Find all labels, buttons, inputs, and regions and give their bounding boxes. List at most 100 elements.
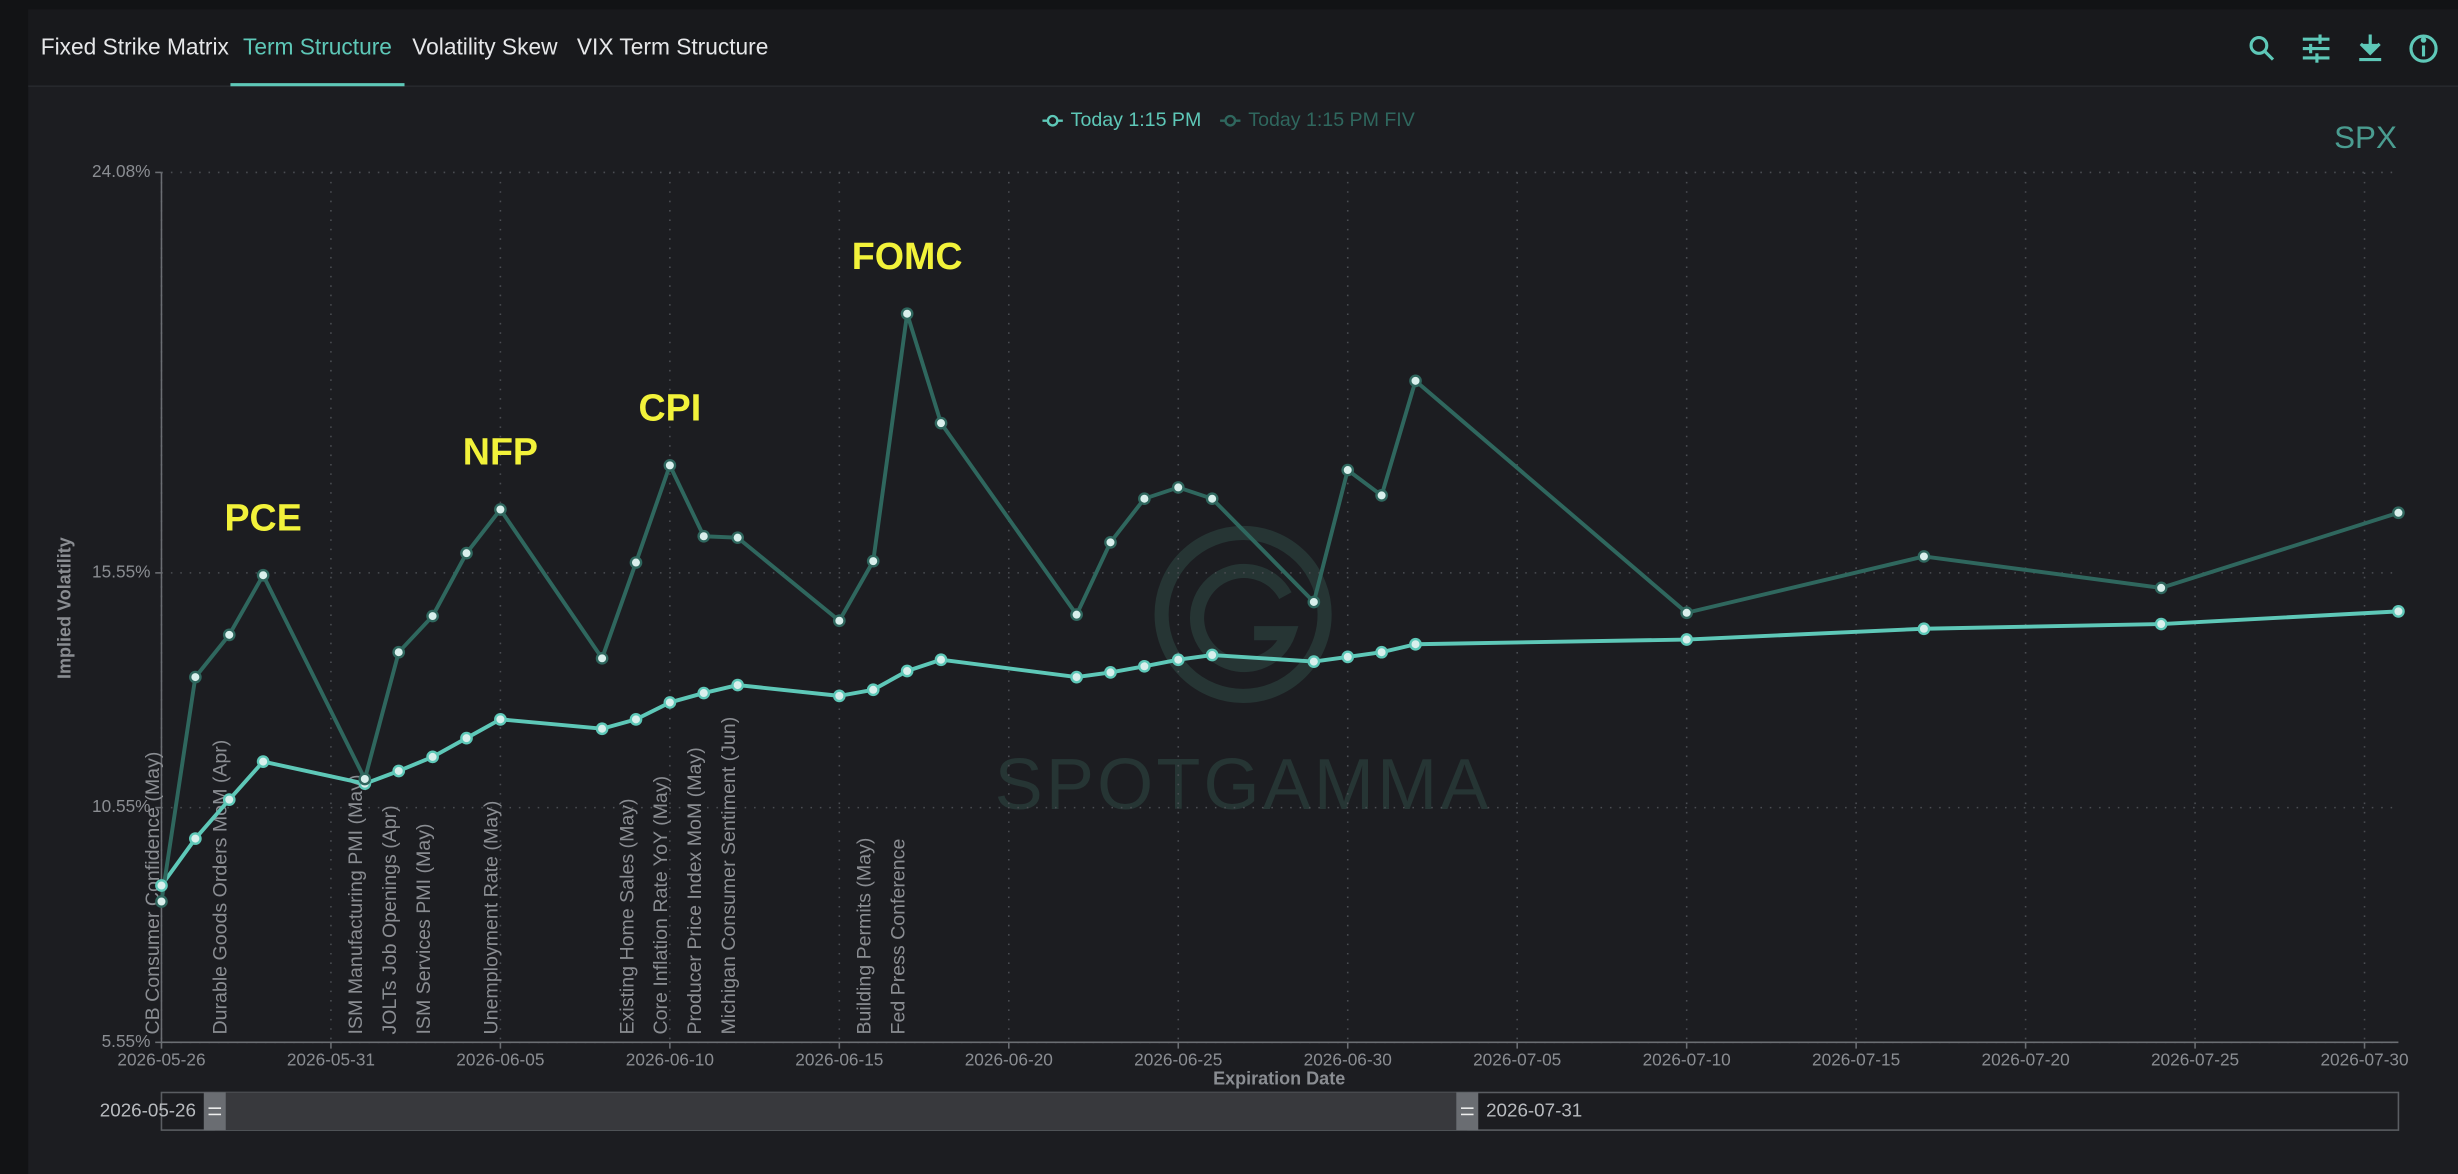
data-point[interactable] — [1307, 655, 1321, 668]
data-point[interactable] — [866, 683, 880, 697]
data-point[interactable] — [934, 416, 948, 430]
data-point[interactable] — [358, 772, 372, 786]
data-point[interactable] — [1341, 463, 1355, 477]
data-point[interactable] — [1205, 648, 1219, 662]
data-point[interactable] — [866, 554, 880, 568]
data-point[interactable] — [2154, 581, 2168, 595]
data-point[interactable] — [663, 696, 677, 709]
x-tick-label: 2026-06-15 — [795, 1050, 883, 1070]
data-point[interactable] — [460, 546, 473, 560]
data-point[interactable] — [1138, 659, 1151, 673]
data-point[interactable] — [697, 686, 711, 700]
search-icon[interactable] — [2249, 36, 2275, 61]
range-slider-start: 2026-05-26 — [100, 1099, 196, 1120]
data-point[interactable] — [1171, 653, 1185, 667]
data-point[interactable] — [426, 750, 439, 764]
data-point[interactable] — [1680, 633, 1694, 646]
data-point[interactable] — [2392, 506, 2405, 520]
x-tick-label: 2026-05-31 — [287, 1050, 375, 1070]
data-point[interactable] — [1341, 650, 1355, 664]
x-tick-label: 2026-06-05 — [456, 1050, 544, 1070]
y-tick-label: 10.55% — [92, 796, 150, 816]
data-point[interactable] — [222, 628, 236, 642]
data-point[interactable] — [1070, 670, 1083, 684]
data-point[interactable] — [1104, 536, 1117, 549]
data-point[interactable] — [629, 556, 643, 569]
data-point[interactable] — [731, 531, 745, 545]
x-tick-label: 2026-06-20 — [965, 1050, 1053, 1070]
x-tick-label: 2026-07-15 — [1812, 1050, 1900, 1070]
data-point[interactable] — [2154, 617, 2168, 631]
event-label: Core Inflation Rate YoY (May) — [650, 776, 672, 1035]
data-point[interactable] — [731, 678, 745, 692]
data-point[interactable] — [900, 664, 914, 678]
data-point[interactable] — [1680, 606, 1694, 620]
data-point[interactable] — [155, 895, 168, 908]
data-point[interactable] — [697, 529, 711, 543]
x-tick-label: 2026-07-20 — [1982, 1050, 2070, 1070]
data-point[interactable] — [1375, 489, 1388, 502]
data-point[interactable] — [494, 503, 507, 516]
data-point[interactable] — [1205, 492, 1219, 506]
data-point[interactable] — [1917, 622, 1931, 636]
data-point[interactable] — [663, 459, 677, 472]
data-point[interactable] — [2392, 605, 2405, 618]
legend-label[interactable]: Today 1:15 PM — [1071, 109, 1202, 131]
data-point[interactable] — [1171, 481, 1185, 494]
panel — [28, 9, 2458, 1174]
data-point[interactable] — [900, 307, 914, 321]
data-point[interactable] — [392, 764, 406, 778]
data-point[interactable] — [595, 722, 609, 736]
download-icon[interactable] — [2359, 34, 2382, 62]
range-slider-handle[interactable] — [1456, 1092, 1479, 1131]
data-point[interactable] — [1138, 492, 1151, 506]
data-point[interactable] — [934, 653, 948, 667]
x-tick-label: 2026-05-26 — [117, 1050, 205, 1070]
data-point[interactable] — [460, 731, 473, 745]
data-point[interactable] — [155, 879, 168, 892]
tab[interactable]: Fixed Strike Matrix — [41, 34, 230, 60]
data-point[interactable] — [189, 670, 202, 684]
data-point[interactable] — [222, 793, 236, 806]
data-point[interactable] — [1409, 374, 1422, 388]
y-tick-label: 24.08% — [92, 161, 150, 181]
x-tick-label: 2026-07-25 — [2151, 1050, 2239, 1070]
toolbar — [2249, 34, 2438, 63]
data-point[interactable] — [1375, 645, 1388, 659]
event-label: Durable Goods Orders MoM (Apr) — [210, 740, 232, 1035]
data-point[interactable] — [494, 712, 507, 726]
tab[interactable]: Volatility Skew — [412, 34, 558, 60]
data-point[interactable] — [832, 689, 846, 703]
data-point[interactable] — [832, 614, 846, 628]
tab[interactable]: Term Structure — [243, 34, 392, 60]
settings-icon[interactable] — [2302, 34, 2330, 63]
data-point[interactable] — [629, 712, 643, 726]
data-point[interactable] — [256, 755, 270, 768]
data-point[interactable] — [1307, 595, 1321, 609]
data-point[interactable] — [595, 651, 609, 665]
data-point[interactable] — [256, 568, 270, 582]
data-point[interactable] — [189, 832, 202, 845]
tab[interactable]: VIX Term Structure — [577, 34, 769, 60]
data-point[interactable] — [1070, 608, 1083, 622]
range-slider-handle[interactable] — [203, 1092, 226, 1131]
data-point[interactable] — [1409, 637, 1422, 651]
legend-label[interactable]: Today 1:15 PM FIV — [1248, 109, 1415, 131]
event-label: Unemployment Rate (May) — [481, 801, 503, 1035]
symbol: SPX — [2334, 120, 2397, 155]
data-point[interactable] — [426, 609, 439, 623]
legend-marker — [1046, 114, 1059, 127]
range-slider-selection — [214, 1092, 1468, 1131]
data-point[interactable] — [1104, 666, 1117, 679]
data-point[interactable] — [392, 645, 406, 659]
annotation: FOMC — [852, 235, 963, 277]
event-label: JOLTs Job Openings (Apr) — [379, 805, 401, 1034]
event-label: Building Permits (May) — [854, 838, 876, 1035]
data-point[interactable] — [1917, 550, 1931, 563]
x-tick-label: 2026-06-25 — [1134, 1050, 1222, 1070]
x-tick-label: 2026-07-10 — [1643, 1050, 1731, 1070]
y-axis-title: Implied Volatility — [55, 537, 75, 679]
x-tick-label: 2026-06-30 — [1304, 1050, 1392, 1070]
info-icon[interactable] — [2409, 34, 2438, 63]
